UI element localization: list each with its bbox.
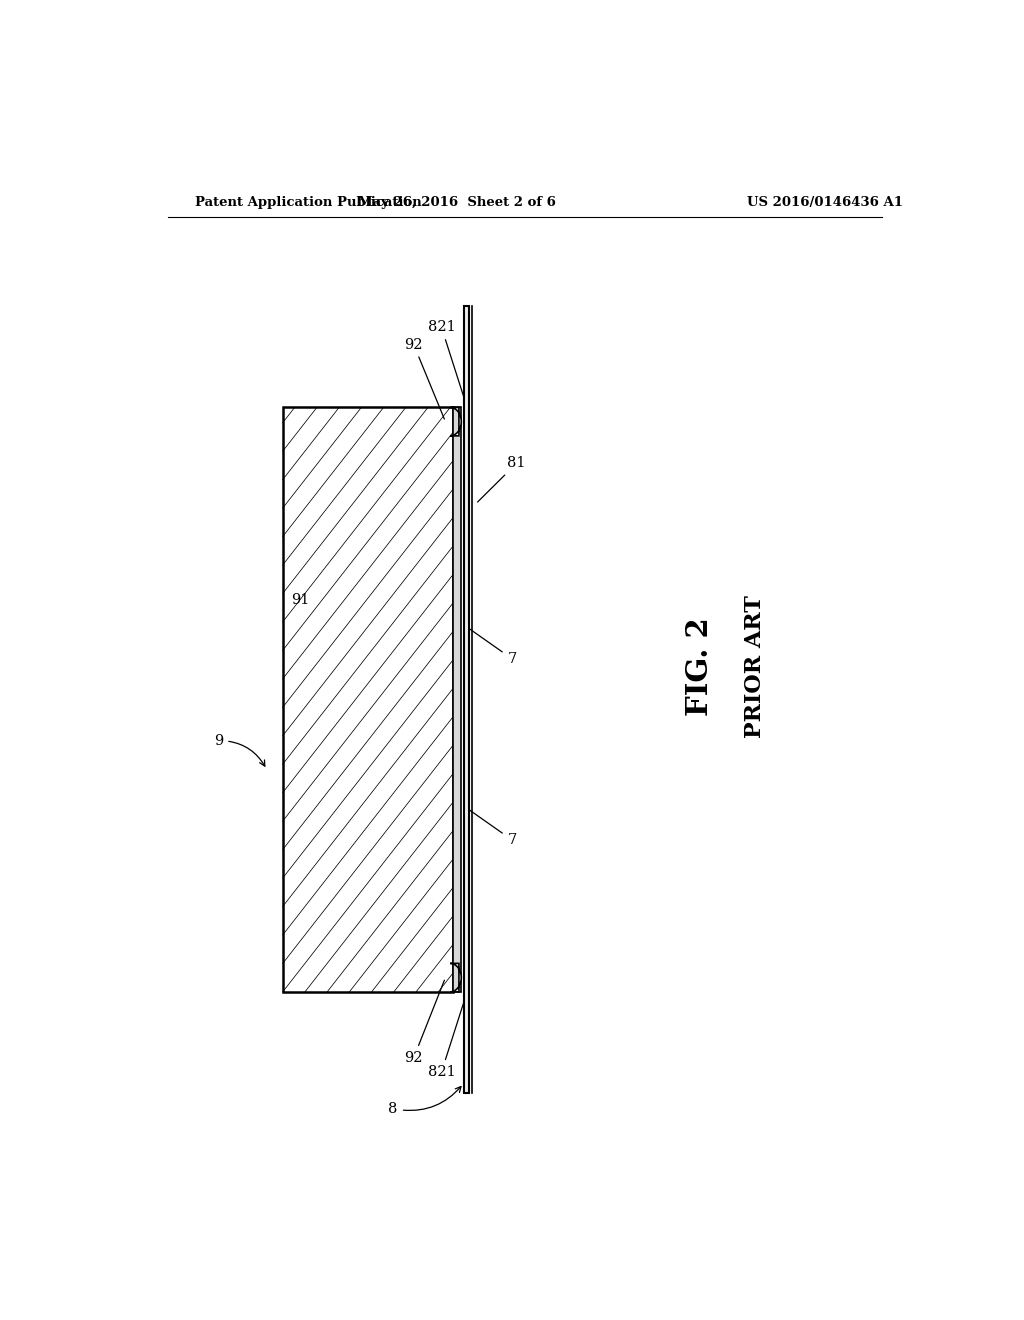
Text: 7: 7	[464, 626, 516, 665]
Text: 8: 8	[388, 1086, 461, 1115]
Text: 9: 9	[214, 734, 265, 766]
FancyBboxPatch shape	[283, 408, 454, 991]
Text: 821: 821	[428, 997, 466, 1078]
Text: 92: 92	[404, 981, 444, 1065]
Text: FIG. 2: FIG. 2	[685, 618, 714, 715]
Text: Patent Application Publication: Patent Application Publication	[196, 195, 422, 209]
Text: 7: 7	[464, 807, 516, 847]
PathPatch shape	[451, 408, 461, 436]
Text: 821: 821	[428, 321, 466, 403]
FancyBboxPatch shape	[454, 408, 462, 991]
Text: 92: 92	[404, 338, 444, 418]
FancyBboxPatch shape	[464, 306, 469, 1093]
Text: 81: 81	[477, 457, 526, 502]
Text: May 26, 2016  Sheet 2 of 6: May 26, 2016 Sheet 2 of 6	[358, 195, 556, 209]
Text: US 2016/0146436 A1: US 2016/0146436 A1	[748, 195, 903, 209]
Text: 91: 91	[291, 593, 309, 607]
Text: PRIOR ART: PRIOR ART	[744, 595, 766, 738]
PathPatch shape	[451, 964, 461, 991]
